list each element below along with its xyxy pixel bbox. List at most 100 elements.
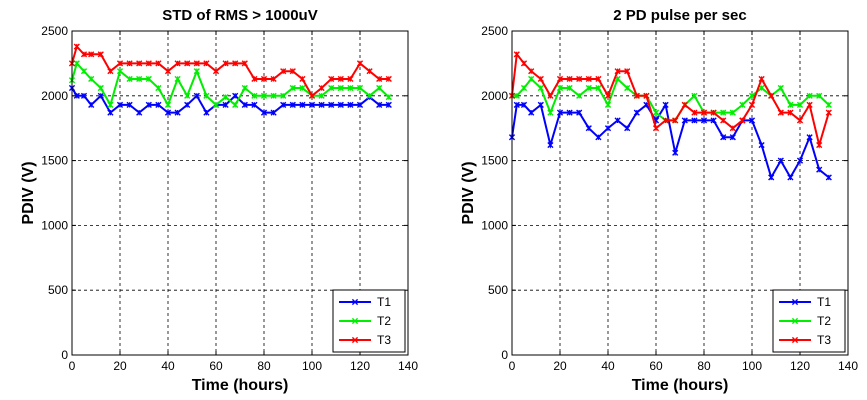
data-point bbox=[576, 75, 583, 83]
data-point bbox=[251, 101, 258, 108]
data-point bbox=[691, 117, 698, 124]
data-point bbox=[299, 84, 306, 92]
data-point bbox=[537, 101, 544, 108]
x-tick-label: 100 bbox=[302, 359, 322, 373]
data-point bbox=[633, 109, 640, 116]
data-point bbox=[576, 109, 583, 116]
data-point bbox=[280, 68, 287, 75]
data-point bbox=[624, 68, 631, 75]
chart-title: 2 PD pulse per sec bbox=[613, 7, 746, 24]
data-point bbox=[748, 101, 756, 108]
data-point bbox=[806, 134, 813, 141]
y-tick-label: 2000 bbox=[41, 89, 68, 103]
data-point bbox=[251, 92, 258, 99]
y-tick-label: 2000 bbox=[481, 89, 508, 103]
data-point bbox=[308, 92, 316, 99]
legend-marker bbox=[791, 336, 799, 344]
data-point bbox=[80, 68, 88, 75]
data-point bbox=[88, 51, 95, 58]
data-point bbox=[80, 51, 88, 58]
data-point bbox=[528, 68, 535, 75]
x-tick-label: 140 bbox=[398, 359, 418, 373]
y-tick-label: 1000 bbox=[41, 218, 68, 232]
data-point bbox=[385, 75, 392, 83]
legend-item-t3: T3 bbox=[779, 333, 831, 347]
x-tick-label: 40 bbox=[601, 359, 615, 373]
data-point bbox=[270, 75, 277, 83]
data-point bbox=[710, 109, 717, 116]
data-point bbox=[787, 174, 794, 181]
grid bbox=[72, 31, 408, 355]
data-point bbox=[796, 101, 804, 108]
data-point bbox=[107, 109, 114, 116]
data-point bbox=[691, 92, 698, 99]
data-point bbox=[126, 60, 133, 67]
y-tick-label: 2500 bbox=[481, 24, 508, 38]
data-point bbox=[174, 109, 181, 116]
data-point bbox=[768, 174, 775, 181]
data-point bbox=[604, 101, 612, 108]
data-point bbox=[777, 157, 784, 164]
data-point bbox=[585, 125, 592, 132]
series-t1 bbox=[508, 101, 832, 181]
data-point bbox=[662, 101, 669, 108]
data-point bbox=[155, 84, 162, 92]
data-point bbox=[547, 141, 554, 149]
data-point bbox=[136, 75, 143, 83]
data-point bbox=[528, 75, 535, 83]
data-point bbox=[816, 141, 823, 149]
x-axis-label: Time (hours) bbox=[192, 377, 289, 394]
data-point bbox=[260, 92, 268, 99]
legend-label: T1 bbox=[817, 295, 831, 309]
data-point bbox=[337, 84, 344, 92]
data-point bbox=[720, 117, 727, 124]
y-tick-label: 0 bbox=[61, 348, 68, 362]
series-t1 bbox=[68, 84, 392, 116]
x-tick-label: 140 bbox=[838, 359, 858, 373]
data-point bbox=[88, 75, 95, 83]
data-point bbox=[595, 84, 602, 92]
x-tick-label: 60 bbox=[209, 359, 223, 373]
legend-item-t2: T2 bbox=[339, 314, 391, 328]
data-point bbox=[758, 75, 765, 83]
data-point bbox=[232, 60, 239, 67]
data-point bbox=[232, 92, 239, 99]
data-point bbox=[729, 125, 736, 132]
data-point bbox=[672, 117, 679, 124]
data-point bbox=[184, 101, 191, 108]
data-point bbox=[576, 92, 583, 99]
data-point bbox=[328, 75, 335, 83]
data-point bbox=[547, 92, 554, 99]
data-point bbox=[222, 94, 229, 101]
data-point bbox=[212, 101, 220, 108]
data-point bbox=[97, 84, 104, 92]
data-point bbox=[366, 68, 373, 75]
data-point bbox=[164, 68, 172, 75]
data-point bbox=[720, 134, 727, 141]
data-point bbox=[729, 134, 736, 141]
data-point bbox=[376, 75, 383, 83]
data-point bbox=[624, 125, 631, 132]
data-point bbox=[566, 75, 573, 83]
data-point bbox=[73, 43, 80, 50]
data-point bbox=[528, 109, 535, 116]
data-point bbox=[585, 75, 592, 83]
data-point bbox=[193, 60, 200, 67]
data-point bbox=[270, 109, 277, 116]
data-point bbox=[777, 84, 784, 92]
data-point bbox=[337, 101, 344, 108]
grid bbox=[512, 31, 848, 355]
legend-item-t3: T3 bbox=[339, 333, 391, 347]
data-point bbox=[145, 101, 152, 108]
data-point bbox=[222, 101, 229, 108]
data-point bbox=[347, 84, 354, 92]
data-point bbox=[662, 117, 669, 124]
data-point bbox=[356, 84, 364, 92]
data-point bbox=[624, 84, 631, 92]
data-point bbox=[241, 101, 248, 108]
data-point bbox=[308, 101, 316, 108]
data-point bbox=[556, 84, 564, 92]
y-tick-label: 500 bbox=[488, 283, 508, 297]
x-axis-label: Time (hours) bbox=[632, 377, 729, 394]
